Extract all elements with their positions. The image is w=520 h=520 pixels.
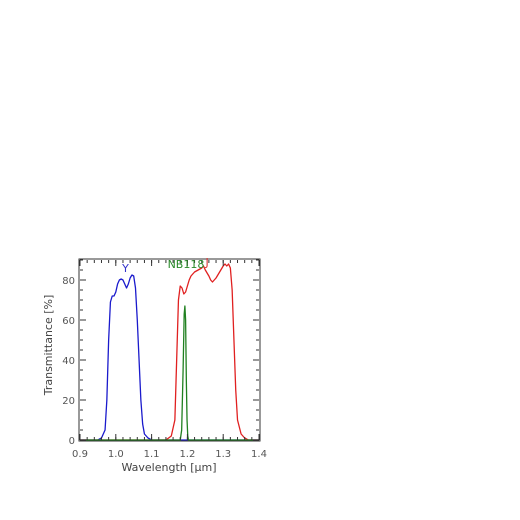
y-tick-label: 0 (69, 436, 75, 447)
y-tick-label: 80 (62, 276, 75, 287)
series-line-1 (80, 263, 259, 441)
x-tick-label: 1.0 (108, 449, 124, 460)
y-tick-label: 20 (62, 396, 75, 407)
annotations-layer: Y NB118 J (121, 256, 209, 275)
x-axis-label: Wavelength [μm] (121, 461, 216, 474)
y-tick-label: 60 (62, 316, 75, 327)
annotation-nb118: NB118 (168, 258, 205, 271)
y-tick-label: 40 (62, 356, 75, 367)
series-line-0 (80, 274, 259, 441)
series-layer (80, 263, 259, 441)
x-tick-label: 1.3 (215, 449, 231, 460)
plot-frame (78, 258, 261, 442)
annotation-j: J (204, 256, 208, 269)
y-axis-label: Transmittance [%] (42, 295, 55, 397)
x-tick-label: 0.9 (72, 449, 88, 460)
tick-labels-layer: 0.9 1.0 1.1 1.2 1.3 1.4 0 20 40 60 80 (62, 276, 267, 460)
x-tick-label: 1.1 (144, 449, 160, 460)
ticks-layer (79, 259, 260, 441)
x-tick-label: 1.4 (251, 449, 267, 460)
series-line-2 (80, 305, 259, 441)
x-tick-label: 1.2 (179, 449, 195, 460)
annotation-y: Y (121, 262, 129, 275)
